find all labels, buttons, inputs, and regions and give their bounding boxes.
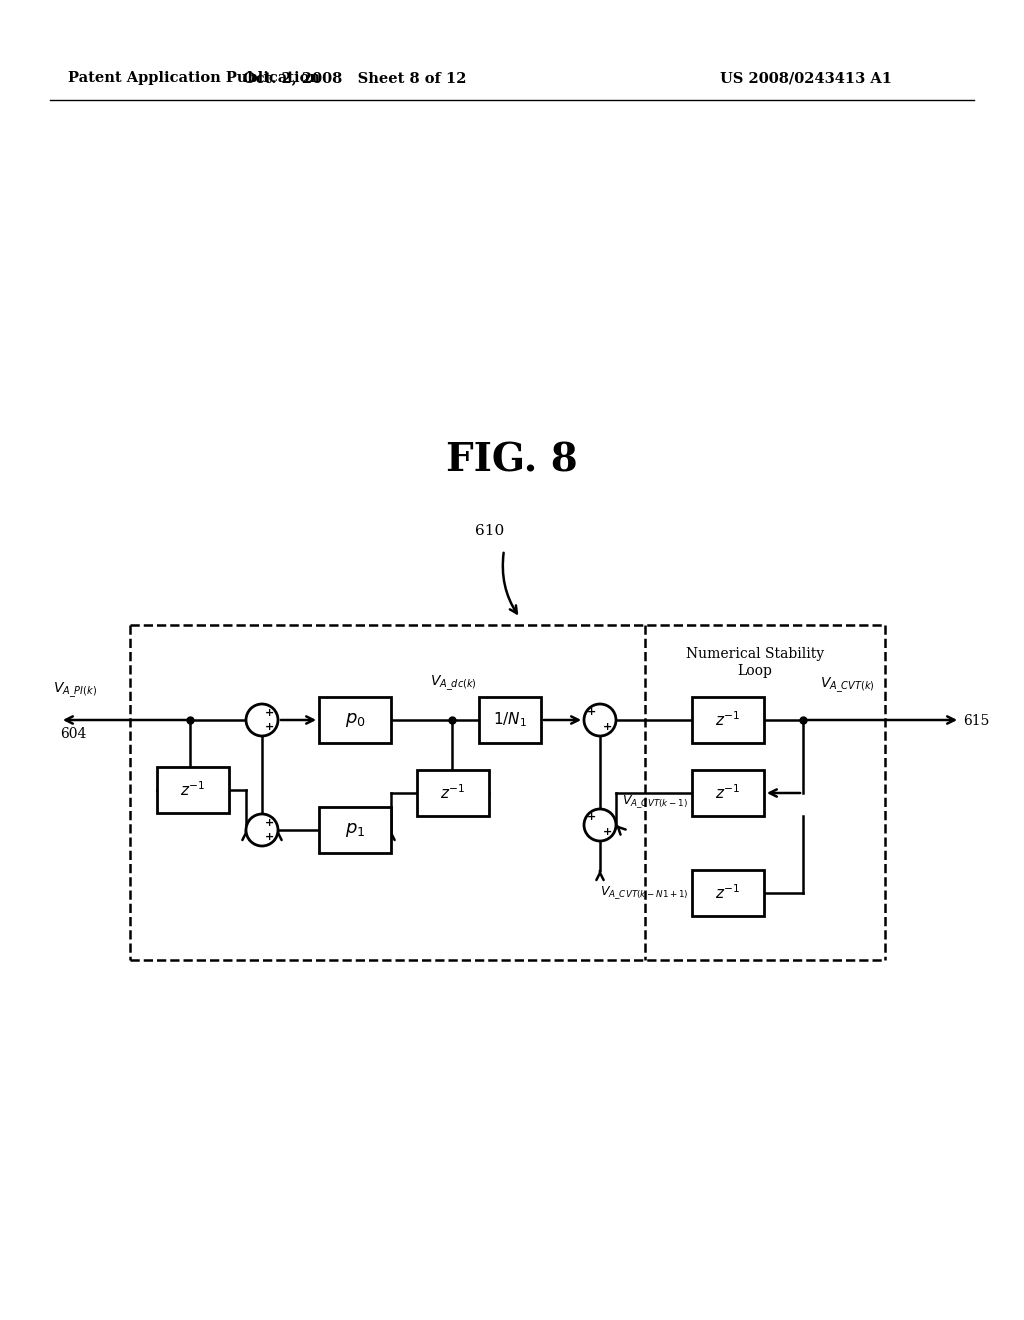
Text: $z^{-1}$: $z^{-1}$ (716, 883, 740, 903)
Text: +: + (264, 818, 273, 828)
FancyBboxPatch shape (417, 770, 489, 816)
Text: Patent Application Publication: Patent Application Publication (68, 71, 319, 84)
Text: $V_{A\_dc(k)}$: $V_{A\_dc(k)}$ (430, 673, 476, 693)
Text: +: + (602, 722, 611, 733)
Text: +: + (264, 832, 273, 842)
Text: 615: 615 (963, 714, 989, 729)
Text: $V_{A\_CVT(k-1)}$: $V_{A\_CVT(k-1)}$ (622, 793, 688, 810)
Text: $z^{-1}$: $z^{-1}$ (716, 784, 740, 803)
FancyBboxPatch shape (479, 697, 541, 743)
Text: +: + (588, 708, 597, 717)
FancyBboxPatch shape (692, 697, 764, 743)
Text: +: + (264, 708, 273, 718)
Text: $z^{-1}$: $z^{-1}$ (716, 710, 740, 730)
Text: +: + (264, 722, 273, 733)
Text: $1/N_1$: $1/N_1$ (493, 710, 527, 730)
Circle shape (584, 704, 616, 737)
FancyBboxPatch shape (692, 870, 764, 916)
Text: $V_{A\_CVT(k)}$: $V_{A\_CVT(k)}$ (820, 676, 874, 696)
Text: Loop: Loop (737, 664, 772, 678)
Text: $V_{A\_PI(k)}$: $V_{A\_PI(k)}$ (53, 681, 97, 700)
Text: +: + (588, 812, 597, 822)
FancyBboxPatch shape (157, 767, 229, 813)
Text: +: + (602, 828, 611, 837)
Text: 610: 610 (475, 524, 505, 539)
FancyBboxPatch shape (319, 807, 391, 853)
Text: US 2008/0243413 A1: US 2008/0243413 A1 (720, 71, 892, 84)
Text: $p_0$: $p_0$ (345, 711, 366, 729)
FancyBboxPatch shape (692, 770, 764, 816)
Circle shape (584, 809, 616, 841)
Text: Oct. 2, 2008   Sheet 8 of 12: Oct. 2, 2008 Sheet 8 of 12 (244, 71, 467, 84)
Text: Numerical Stability: Numerical Stability (686, 647, 824, 661)
Text: $V_{A\_CVT(k-N1+1)}$: $V_{A\_CVT(k-N1+1)}$ (600, 884, 689, 902)
Circle shape (246, 704, 278, 737)
Text: FIG. 8: FIG. 8 (446, 441, 578, 479)
Text: $z^{-1}$: $z^{-1}$ (180, 780, 206, 800)
Text: $z^{-1}$: $z^{-1}$ (440, 784, 466, 803)
Text: $p_1$: $p_1$ (345, 821, 366, 840)
FancyBboxPatch shape (319, 697, 391, 743)
Text: 604: 604 (60, 727, 86, 741)
Circle shape (246, 814, 278, 846)
